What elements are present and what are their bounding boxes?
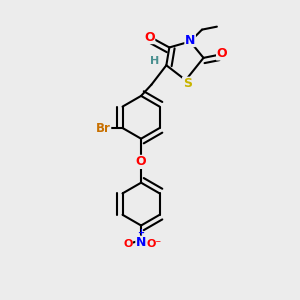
Text: O: O [144, 31, 155, 44]
Text: N: N [136, 236, 146, 249]
Text: O: O [217, 47, 227, 60]
Text: S: S [183, 77, 192, 90]
Text: O: O [136, 155, 146, 168]
Text: H: H [150, 56, 159, 66]
Text: N: N [185, 34, 195, 46]
Text: +: + [138, 228, 145, 237]
Text: O⁻: O⁻ [147, 239, 162, 249]
Text: O: O [123, 239, 132, 249]
Text: Br: Br [96, 122, 111, 134]
